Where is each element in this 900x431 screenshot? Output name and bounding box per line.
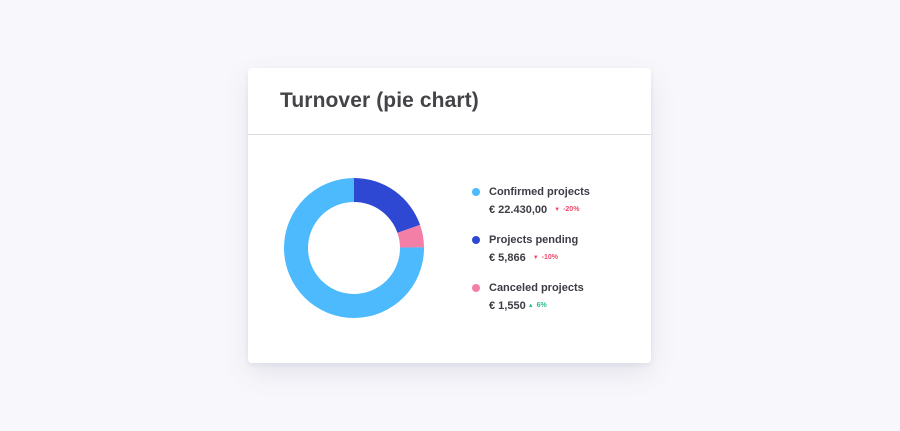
legend-value: € 1,550 (489, 300, 526, 312)
legend-change: ▲ 6% (528, 298, 547, 314)
legend-label: Canceled projects (489, 282, 584, 294)
arrow-down-icon: ▼ (554, 207, 561, 213)
card-title: Turnover (pie chart) (280, 89, 479, 112)
legend-item-confirmed-projects: Confirmed projects € 22.430,00 ▼ -20% (472, 184, 642, 232)
donut-chart (284, 178, 424, 318)
arrow-down-icon: ▼ (532, 255, 539, 261)
legend-item-projects-pending: Projects pending € 5,866 ▼ -10% (472, 232, 642, 280)
card-header: Turnover (pie chart) (248, 68, 651, 135)
legend-change-text: -10% (541, 254, 558, 261)
donut-slice-confirmed-projects (284, 178, 424, 318)
legend-value: € 22.430,00 (489, 204, 548, 216)
arrow-up-icon: ▲ (527, 303, 534, 309)
legend-change-text: -20% (563, 206, 580, 213)
turnover-card: Turnover (pie chart) Confirmed projects … (248, 68, 651, 363)
donut-slice-canceled-projects (397, 224, 424, 248)
donut-slice-projects-pending (354, 178, 421, 233)
legend-change-text: 6% (536, 302, 547, 309)
legend-change: ▼ -10% (533, 250, 558, 266)
legend-value: € 5,866 (489, 252, 526, 264)
legend-dot-confirmed-projects (472, 188, 480, 196)
legend-label: Projects pending (489, 234, 579, 246)
legend-change: ▼ -20% (554, 202, 579, 218)
legend-dot-canceled-projects (472, 284, 480, 292)
legend-dot-projects-pending (472, 236, 480, 244)
legend-label: Confirmed projects (489, 186, 590, 198)
legend-value-row: € 22.430,00 ▼ -20% (489, 202, 642, 218)
legend-value-row: € 5,866 ▼ -10% (489, 250, 642, 266)
chart-legend: Confirmed projects € 22.430,00 ▼ -20% Pr… (472, 184, 642, 328)
legend-value-row: € 1,550 ▲ 6% (489, 298, 642, 314)
legend-item-canceled-projects: Canceled projects € 1,550 ▲ 6% (472, 280, 642, 328)
